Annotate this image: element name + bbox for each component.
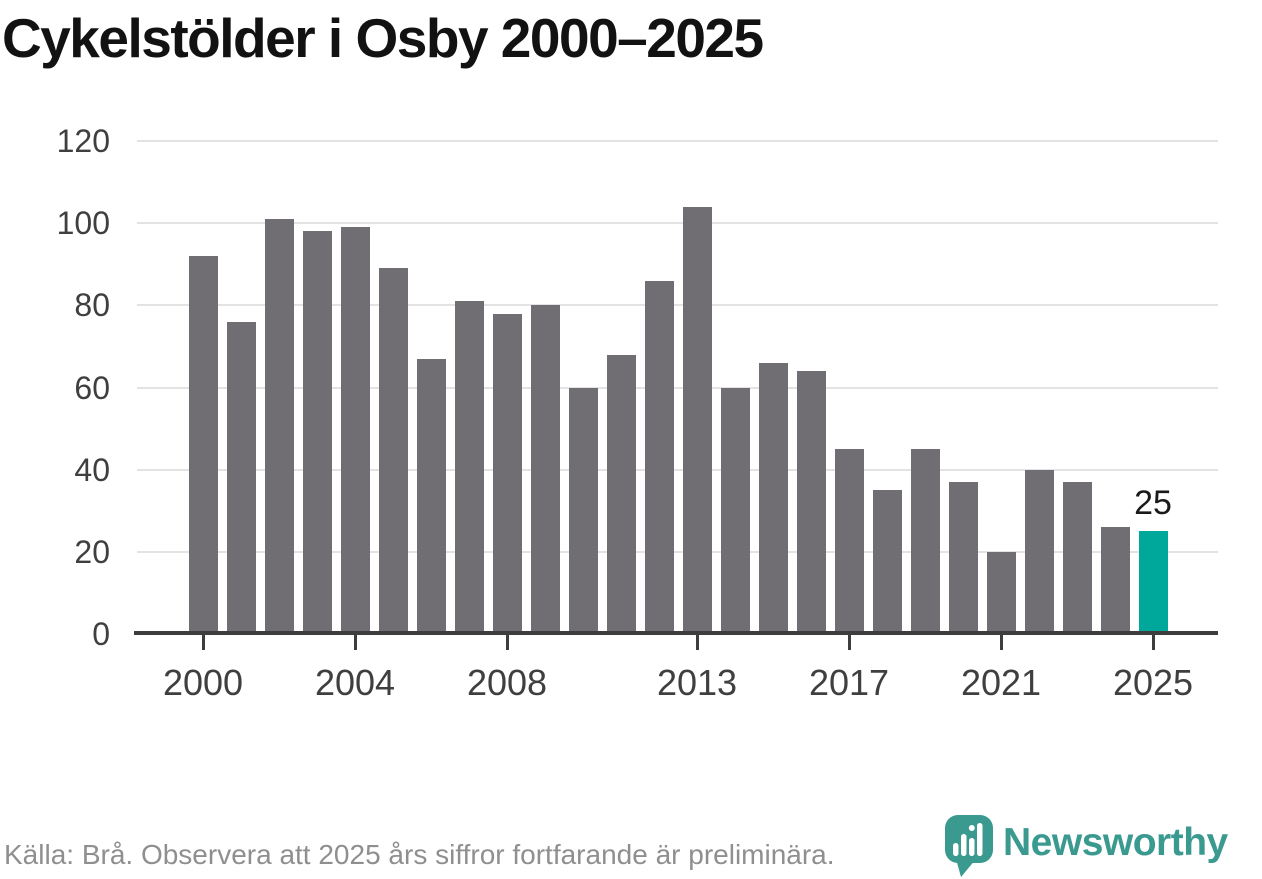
x-axis-label-2021: 2021 bbox=[960, 662, 1042, 703]
y-axis-label-120: 120 bbox=[56, 123, 110, 159]
y-axis-label-20: 20 bbox=[74, 533, 110, 570]
y-axis-label-0: 0 bbox=[92, 616, 110, 652]
chart-title: Cykelstölder i Osby 2000–2025 bbox=[2, 7, 764, 69]
bar-value-label: 25 bbox=[1134, 484, 1172, 523]
bar-2006 bbox=[416, 358, 446, 634]
x-axis-label-2004: 2004 bbox=[314, 662, 396, 703]
bar-2023 bbox=[1062, 481, 1092, 634]
bar-2005 bbox=[378, 268, 408, 634]
gridline-40 bbox=[137, 468, 1218, 471]
source-note: Källa: Brå. Observera att 2025 års siffr… bbox=[4, 839, 835, 870]
bar-2019 bbox=[910, 449, 940, 634]
bar-2018 bbox=[872, 490, 902, 634]
x-axis-label-2000: 2000 bbox=[162, 662, 244, 703]
x-axis-label-2013: 2013 bbox=[656, 662, 738, 703]
x-axis-label-2008: 2008 bbox=[466, 662, 548, 703]
bar-2016 bbox=[796, 371, 826, 634]
bar-2002 bbox=[264, 219, 294, 634]
x-tick-2008 bbox=[505, 635, 509, 650]
gridline-20 bbox=[137, 550, 1218, 553]
x-tick-2017 bbox=[847, 635, 851, 650]
x-tick-2025 bbox=[1151, 635, 1155, 650]
newsworthy-wordmark: Newsworthy bbox=[1003, 821, 1228, 864]
x-tick-2000 bbox=[201, 635, 205, 650]
bar-2022 bbox=[1024, 469, 1054, 634]
bar-2010 bbox=[568, 387, 598, 634]
bar-2024 bbox=[1100, 527, 1130, 634]
bar-2001 bbox=[226, 321, 256, 634]
bar-2007 bbox=[454, 301, 484, 634]
bar-2012 bbox=[644, 280, 674, 634]
gridline-80 bbox=[137, 304, 1218, 307]
bar-2017 bbox=[834, 449, 864, 634]
bar-2008 bbox=[492, 313, 522, 634]
newsworthy-pin-icon bbox=[945, 815, 993, 877]
y-axis-label-100: 100 bbox=[56, 205, 110, 242]
x-tick-2013 bbox=[695, 635, 699, 650]
y-axis-label-80: 80 bbox=[74, 287, 110, 324]
gridline-60 bbox=[137, 386, 1218, 389]
bar-2009 bbox=[530, 305, 560, 634]
gridline-120 bbox=[137, 140, 1218, 142]
bar-2025 bbox=[1138, 531, 1168, 634]
y-axis-label-60: 60 bbox=[74, 369, 110, 406]
x-axis-line bbox=[134, 631, 1218, 635]
bar-2015 bbox=[758, 362, 788, 634]
gridline-100 bbox=[137, 222, 1218, 225]
x-axis-label-2017: 2017 bbox=[808, 662, 890, 703]
bar-2003 bbox=[302, 231, 332, 634]
y-axis-label-40: 40 bbox=[74, 451, 110, 488]
bar-2014 bbox=[720, 387, 750, 634]
bar-2004 bbox=[340, 227, 370, 634]
bar-2021 bbox=[986, 551, 1016, 634]
x-tick-2021 bbox=[999, 635, 1003, 650]
bar-2013 bbox=[682, 206, 712, 634]
bar-2000 bbox=[188, 256, 218, 634]
x-tick-2004 bbox=[353, 635, 357, 650]
bar-2011 bbox=[606, 354, 636, 634]
bar-2020 bbox=[948, 481, 978, 634]
x-axis-label-2025: 2025 bbox=[1112, 662, 1194, 703]
